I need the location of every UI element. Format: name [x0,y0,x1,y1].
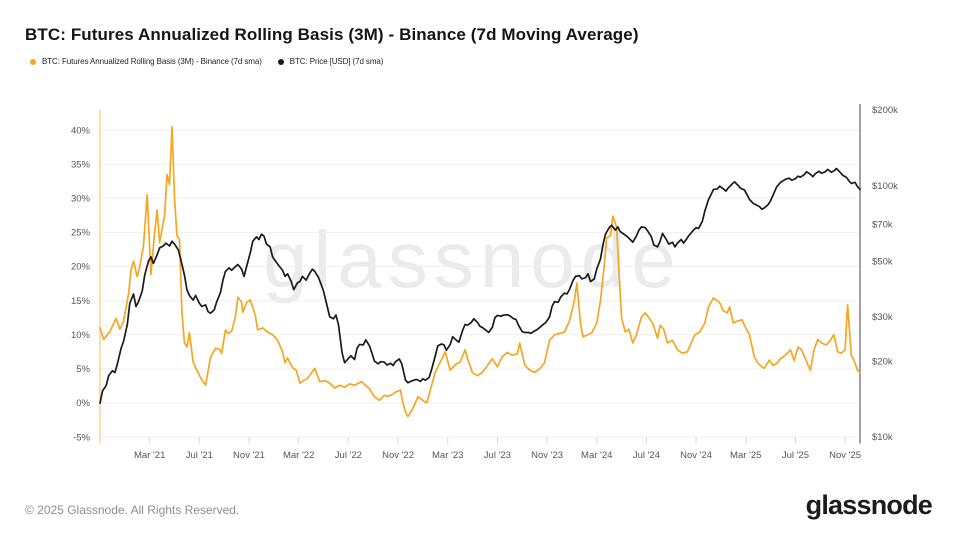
x-axis-label: Mar '23 [432,450,463,461]
price-line [99,167,861,405]
x-axis-label: Nov '21 [233,450,265,461]
y-axis-left-label: -5% [73,432,90,443]
y-axis-right-label: $200k [872,105,898,116]
x-axis-label: Jul '21 [186,450,213,461]
x-axis-label: Nov '24 [680,450,712,461]
y-axis-right-label: $10k [872,432,893,443]
y-axis-left-label: 20% [71,262,91,273]
glassnode-logo: glassnode [805,490,933,520]
x-axis-label: Jul '22 [335,450,362,461]
y-axis-left-label: 10% [71,330,91,341]
legend-label-price: BTC: Price [USD] (7d sma) [289,57,384,66]
x-axis-label: Jul '25 [782,450,809,461]
y-axis-right-label: $30k [872,312,893,323]
x-axis-label: Mar '22 [283,450,314,461]
y-axis-left-label: 25% [71,228,91,239]
x-axis-label: Mar '25 [730,450,761,461]
legend: BTC: Futures Annualized Rolling Basis (3… [30,57,383,66]
legend-label-basis: BTC: Futures Annualized Rolling Basis (3… [42,57,262,66]
legend-item-price[interactable]: BTC: Price [USD] (7d sma) [277,57,384,66]
y-axis-right-label: $50k [872,256,893,267]
y-axis-left-label: 5% [76,364,90,375]
x-axis-label: Jul '24 [633,450,660,461]
legend-swatch-price-icon [277,58,284,65]
legend-swatch-basis-icon [30,58,36,65]
legend-item-basis[interactable]: BTC: Futures Annualized Rolling Basis (3… [30,57,262,66]
x-axis-label: Mar '21 [134,450,165,461]
y-axis-left-label: 15% [71,296,91,307]
x-axis-label: Jul '23 [484,450,511,461]
basis-line [99,125,861,418]
y-axis-left-label: 30% [71,194,91,205]
x-axis-label: Nov '23 [531,450,563,461]
x-axis-label: Mar '24 [581,450,612,461]
x-axis-label: Nov '22 [382,450,414,461]
y-axis-left-label: 35% [71,159,91,170]
page-title: BTC: Futures Annualized Rolling Basis (3… [25,25,639,45]
x-axis-label: Nov '25 [829,450,861,461]
copyright-text: © 2025 Glassnode. All Rights Reserved. [25,503,240,517]
y-axis-right-label: $20k [872,356,893,367]
y-axis-right-label: $70k [872,220,893,231]
y-axis-left-label: 0% [76,398,90,409]
y-axis-left-label: 40% [71,125,91,136]
y-axis-right-label: $100k [872,181,898,192]
chart-plot[interactable]: 40% 35% 30% 25% 20% 15% 10% 5% 0% -5% $200k $100k $7… [0,0,960,480]
